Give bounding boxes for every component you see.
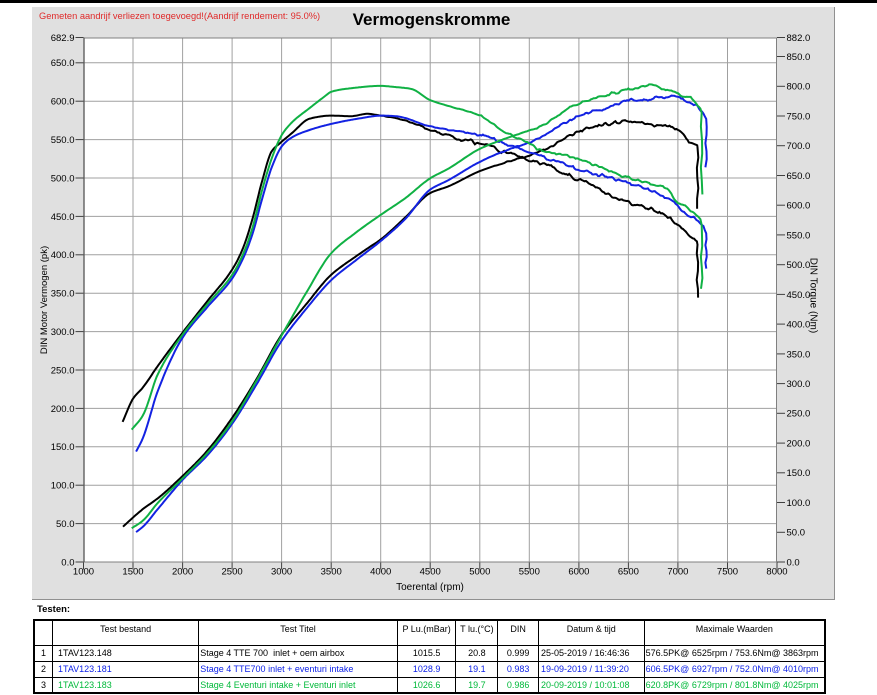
svg-text:600.0: 600.0 [787, 201, 811, 212]
svg-text:1500: 1500 [122, 567, 143, 578]
svg-text:550.0: 550.0 [51, 135, 75, 146]
svg-text:450.0: 450.0 [51, 212, 75, 223]
svg-text:750.0: 750.0 [787, 111, 811, 122]
svg-text:50.0: 50.0 [56, 519, 75, 530]
svg-text:200.0: 200.0 [51, 404, 75, 415]
svg-text:400.0: 400.0 [51, 250, 75, 261]
svg-text:150.0: 150.0 [51, 442, 75, 453]
svg-text:0.0: 0.0 [787, 557, 800, 568]
svg-text:700.0: 700.0 [787, 141, 811, 152]
svg-text:200.0: 200.0 [787, 439, 811, 450]
svg-text:50.0: 50.0 [787, 528, 806, 539]
svg-text:8000: 8000 [766, 567, 787, 578]
svg-text:0.0: 0.0 [61, 557, 74, 568]
svg-text:5000: 5000 [469, 567, 490, 578]
svg-text:600.0: 600.0 [51, 97, 75, 108]
svg-text:250.0: 250.0 [51, 365, 75, 376]
svg-text:2000: 2000 [172, 567, 193, 578]
svg-text:7500: 7500 [717, 567, 738, 578]
svg-text:100.0: 100.0 [51, 481, 75, 492]
svg-text:Toerental (rpm): Toerental (rpm) [396, 582, 464, 593]
svg-text:300.0: 300.0 [51, 327, 75, 338]
svg-text:350.0: 350.0 [787, 349, 811, 360]
svg-text:7000: 7000 [667, 567, 688, 578]
svg-text:4500: 4500 [420, 567, 441, 578]
svg-text:500.0: 500.0 [787, 260, 811, 271]
svg-text:150.0: 150.0 [787, 468, 811, 479]
svg-text:6500: 6500 [618, 567, 639, 578]
svg-text:500.0: 500.0 [51, 173, 75, 184]
svg-text:3500: 3500 [321, 567, 342, 578]
svg-text:650.0: 650.0 [51, 58, 75, 69]
svg-text:DIN Motor Vermogen (pk): DIN Motor Vermogen (pk) [39, 246, 50, 354]
svg-text:400.0: 400.0 [787, 320, 811, 331]
svg-text:6000: 6000 [568, 567, 589, 578]
svg-text:100.0: 100.0 [787, 498, 811, 509]
svg-text:DIN Torque (Nm): DIN Torque (Nm) [808, 258, 819, 333]
svg-text:4000: 4000 [370, 567, 391, 578]
svg-text:250.0: 250.0 [787, 409, 811, 420]
svg-text:882.0: 882.0 [787, 33, 811, 44]
svg-text:2500: 2500 [222, 567, 243, 578]
svg-text:550.0: 550.0 [787, 230, 811, 241]
svg-text:650.0: 650.0 [787, 171, 811, 182]
svg-text:1000: 1000 [73, 567, 94, 578]
svg-text:682.9: 682.9 [51, 33, 75, 44]
svg-text:350.0: 350.0 [51, 289, 75, 300]
svg-text:300.0: 300.0 [787, 379, 811, 390]
svg-text:800.0: 800.0 [787, 82, 811, 93]
svg-text:5500: 5500 [519, 567, 540, 578]
svg-text:3000: 3000 [271, 567, 292, 578]
svg-text:450.0: 450.0 [787, 290, 811, 301]
svg-text:850.0: 850.0 [787, 52, 811, 63]
